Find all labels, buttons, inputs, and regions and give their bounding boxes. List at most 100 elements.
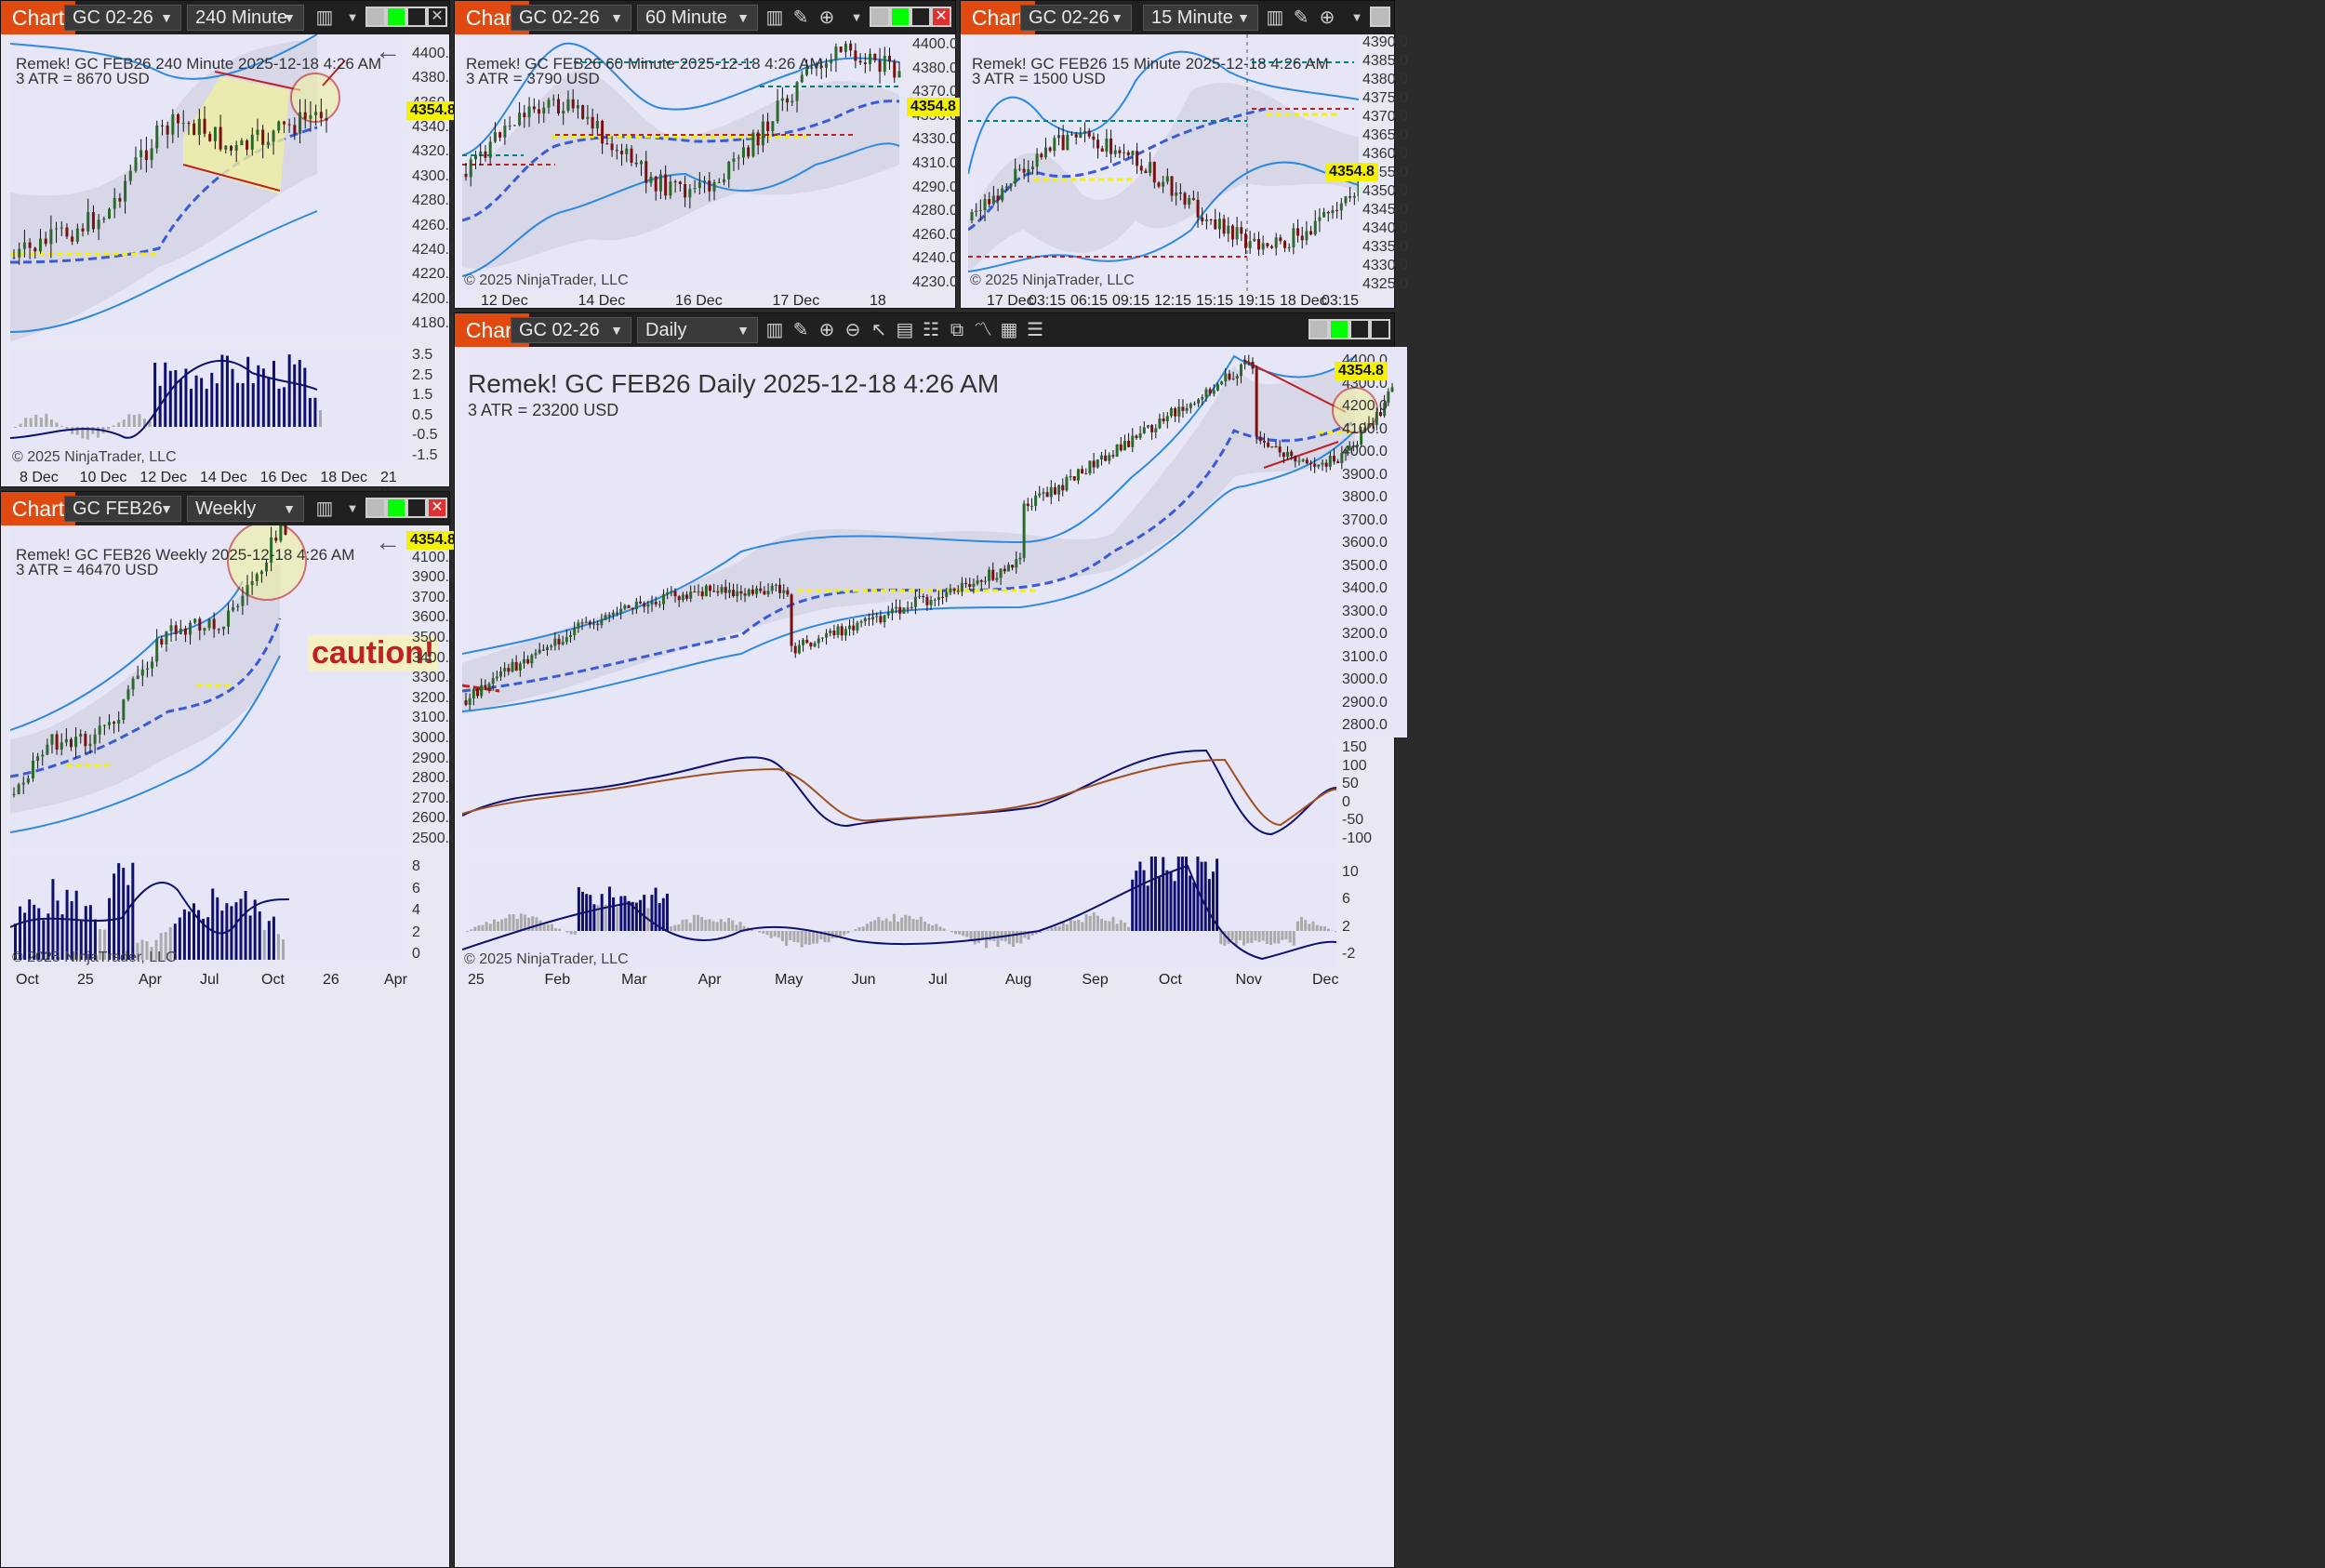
candle-body <box>1326 211 1330 214</box>
minimize-icon[interactable] <box>1349 319 1370 339</box>
histogram-bar <box>1153 857 1157 931</box>
interval-select[interactable]: 240 Minute ▼ <box>187 5 304 31</box>
close-icon[interactable]: ✕ <box>931 7 951 27</box>
candle-body <box>526 658 530 664</box>
pencil-icon[interactable]: ✎ <box>792 320 809 340</box>
candle-body <box>747 147 751 157</box>
histogram-bar <box>1257 931 1261 942</box>
list-icon[interactable]: ☰ <box>1027 320 1043 340</box>
histogram-bar <box>168 927 172 960</box>
properties-icon[interactable]: ☷ <box>923 320 939 340</box>
candle-body <box>1294 456 1297 462</box>
bar-style-icon[interactable]: ▥ <box>765 7 784 28</box>
candle-body <box>1022 168 1026 173</box>
close-icon[interactable]: ✕ <box>427 498 447 518</box>
gray-box-icon[interactable] <box>365 498 386 518</box>
candle-body <box>189 622 193 635</box>
candle-body <box>314 112 318 116</box>
data-box-icon[interactable]: ▤ <box>896 320 914 340</box>
axis-tick: 4335.0 <box>1362 239 1408 255</box>
strategy-icon[interactable]: ⧉ <box>950 320 964 340</box>
maximize-icon[interactable] <box>1370 319 1390 339</box>
gray-box-icon[interactable] <box>870 7 890 27</box>
instrument-select[interactable]: GC 02-26 ▼ <box>511 5 631 31</box>
zoom-icon[interactable]: ⊕ <box>1319 7 1335 28</box>
instrument-value: GC 02-26 <box>519 7 600 28</box>
price-panel: Remek! GC FEB26 240 Minute 2025-12-18 4:… <box>10 34 408 341</box>
pencil-icon[interactable]: ✎ <box>1293 7 1309 28</box>
green-box-icon[interactable] <box>386 7 406 27</box>
green-box-icon[interactable] <box>386 498 406 518</box>
back-arrow-icon[interactable]: ← <box>375 36 401 65</box>
candle-body <box>1053 486 1056 495</box>
histogram-bar <box>715 922 719 931</box>
histogram-bar <box>1265 931 1269 944</box>
bar-style-icon[interactable]: ▥ <box>315 7 334 28</box>
green-box-icon[interactable] <box>890 7 910 27</box>
interval-select[interactable]: Weekly ▼ <box>187 496 304 522</box>
interval-select[interactable]: Daily ▼ <box>637 317 758 343</box>
gray-box-icon[interactable] <box>365 7 386 27</box>
minimize-icon[interactable] <box>406 7 427 27</box>
axis-tick: 4350.0 <box>1362 183 1408 199</box>
histogram-bar <box>1100 919 1104 931</box>
cursor-icon[interactable]: ↖ <box>870 320 887 340</box>
candle-body <box>74 737 78 748</box>
candle-body <box>1212 390 1216 394</box>
candle-body <box>527 106 531 118</box>
zoom-in-icon[interactable]: ⊕ <box>818 320 835 340</box>
indicator-panel: © 2025 NinjaTrader, LLC <box>462 857 1336 968</box>
chevron-down-icon[interactable]: ▼ <box>346 10 359 24</box>
histogram-bar <box>282 939 285 960</box>
bar-style-icon[interactable]: ▥ <box>765 320 784 340</box>
candle-body <box>128 170 132 181</box>
candle-body <box>1348 196 1352 198</box>
histogram-bar <box>980 931 984 939</box>
instrument-select[interactable]: GC FEB26 ▼ <box>64 496 181 522</box>
chevron-down-icon[interactable]: ▼ <box>1350 10 1363 24</box>
candle-body <box>573 628 577 635</box>
close-icon[interactable]: ✕ <box>427 7 447 27</box>
candle-body <box>1340 453 1344 463</box>
chart-tab[interactable]: Chart <box>1 492 75 525</box>
candle-body <box>1256 239 1260 250</box>
bar-style-icon[interactable]: ▥ <box>1266 7 1284 28</box>
instrument-select[interactable]: GC 02-26 ▼ <box>64 5 181 31</box>
histogram-bar <box>497 921 500 931</box>
back-arrow-icon[interactable]: ← <box>375 527 401 556</box>
indicators-icon[interactable]: 〽 <box>974 320 992 340</box>
interval-select[interactable]: 15 Minute ▼ <box>1143 5 1258 31</box>
bar-style-icon[interactable]: ▥ <box>315 498 334 519</box>
green-box-icon[interactable] <box>1329 319 1349 339</box>
chevron-down-icon[interactable]: ▼ <box>346 501 359 515</box>
chevron-down-icon[interactable]: ▼ <box>850 10 863 24</box>
candle-body <box>1296 228 1300 236</box>
candle-body <box>1150 425 1154 432</box>
minimize-icon[interactable] <box>406 498 427 518</box>
histogram-bar <box>1065 924 1069 931</box>
histogram-bar <box>1180 857 1184 931</box>
gray-box-icon[interactable] <box>1370 7 1390 27</box>
histogram-bar <box>942 928 946 931</box>
chart-trader-icon[interactable]: ▦ <box>1000 320 1018 340</box>
instrument-select[interactable]: GC 02-26 ▼ <box>1020 5 1132 31</box>
oscillator-panel <box>462 732 1336 853</box>
histogram-bar <box>938 926 942 931</box>
chart-tab[interactable]: Chart <box>1 1 75 34</box>
axis-tick: 150 <box>1342 739 1367 755</box>
histogram-bar <box>193 903 195 960</box>
interval-select[interactable]: 60 Minute ▼ <box>637 5 758 31</box>
histogram-bar <box>45 413 48 427</box>
histogram-bar <box>117 863 121 960</box>
histogram-bar <box>1281 931 1284 940</box>
gray-box-icon[interactable] <box>1309 319 1329 339</box>
pencil-icon[interactable]: ✎ <box>792 7 809 28</box>
zoom-out-icon[interactable]: ⊖ <box>844 320 861 340</box>
candle-body <box>1056 135 1060 139</box>
chart-label: Remek! GC FEB26 Weekly 2025-12-18 4:26 A… <box>16 546 355 564</box>
zoom-icon[interactable]: ⊕ <box>818 7 835 28</box>
instrument-select[interactable]: GC 02-26 ▼ <box>511 317 631 343</box>
minimize-icon[interactable] <box>910 7 931 27</box>
axis-tick: 0.5 <box>412 406 433 423</box>
candle-body <box>688 189 692 198</box>
